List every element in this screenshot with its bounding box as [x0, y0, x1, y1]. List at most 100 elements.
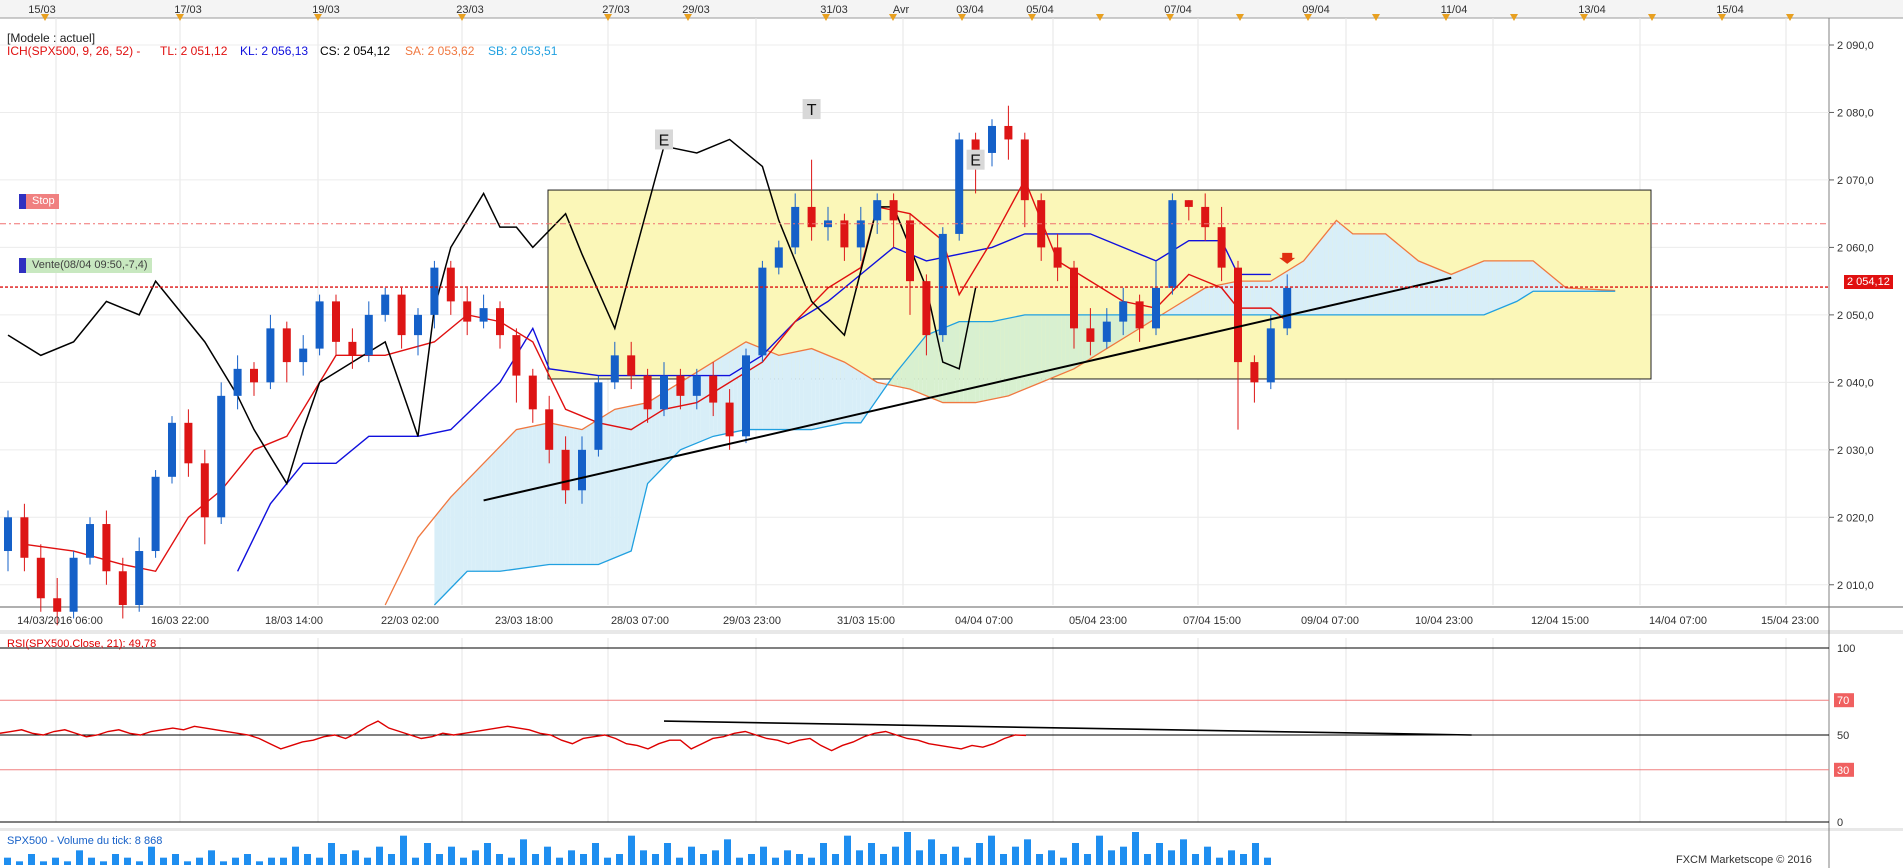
bullish-candle[interactable]: [86, 524, 94, 558]
bullish-candle[interactable]: [69, 557, 78, 612]
bearish-candle[interactable]: [1217, 227, 1226, 268]
bearish-candle[interactable]: [1201, 206, 1210, 228]
bullish-candle[interactable]: [168, 422, 176, 477]
bearish-candle[interactable]: [36, 557, 45, 599]
event-marker: [1580, 14, 1588, 21]
bearish-candle[interactable]: [1020, 139, 1029, 201]
volume-bar: [1024, 839, 1031, 865]
bearish-candle[interactable]: [1086, 328, 1095, 342]
bullish-candle[interactable]: [315, 301, 324, 349]
bullish-candle[interactable]: [1283, 287, 1292, 329]
bearish-candle[interactable]: [102, 524, 111, 572]
volume-bar: [1204, 846, 1211, 865]
bullish-candle[interactable]: [692, 375, 701, 396]
bearish-candle[interactable]: [1053, 247, 1062, 268]
volume-bar: [1084, 854, 1091, 865]
bearish-candle[interactable]: [512, 335, 521, 376]
bullish-candle[interactable]: [988, 125, 996, 153]
bullish-candle[interactable]: [742, 355, 750, 437]
bearish-candle[interactable]: [971, 139, 980, 153]
bearish-candle[interactable]: [709, 375, 718, 403]
bullish-candle[interactable]: [233, 368, 242, 396]
bullish-candle[interactable]: [430, 267, 439, 315]
bearish-candle[interactable]: [676, 375, 685, 396]
bearish-candle[interactable]: [1184, 200, 1193, 207]
bullish-candle[interactable]: [1168, 200, 1177, 288]
bullish-candle[interactable]: [381, 294, 390, 315]
candlesticks[interactable]: [4, 105, 1292, 626]
bullish-candle[interactable]: [758, 267, 767, 356]
bullish-candle[interactable]: [594, 382, 603, 450]
rsi-axis-label: 100: [1837, 643, 1855, 655]
bullish-candle[interactable]: [4, 517, 12, 552]
bullish-candle[interactable]: [578, 449, 586, 491]
bearish-candle[interactable]: [463, 301, 472, 322]
bearish-candle[interactable]: [528, 375, 537, 410]
bullish-candle[interactable]: [1119, 301, 1128, 322]
bearish-candle[interactable]: [53, 598, 62, 612]
bearish-candle[interactable]: [250, 368, 258, 383]
bearish-candle[interactable]: [561, 449, 570, 491]
bullish-candle[interactable]: [791, 206, 800, 248]
bullish-candle[interactable]: [217, 395, 226, 518]
bearish-candle[interactable]: [627, 355, 636, 376]
bearish-candle[interactable]: [446, 267, 455, 302]
bearish-candle[interactable]: [200, 463, 209, 518]
bottom-date-label: 31/03 15:00: [837, 615, 895, 627]
bearish-candle[interactable]: [1004, 125, 1013, 140]
bearish-candle[interactable]: [348, 341, 357, 356]
bullish-cloud-segment: [1176, 303, 1181, 315]
bearish-candle[interactable]: [1250, 362, 1259, 383]
bullish-cloud-segment: [520, 427, 525, 569]
bearish-candle[interactable]: [397, 294, 406, 336]
bottom-date-label: 23/03 18:00: [495, 615, 553, 627]
bearish-candle[interactable]: [1135, 301, 1144, 329]
bullish-cloud-segment: [1553, 277, 1558, 292]
bearish-candle[interactable]: [1070, 267, 1078, 329]
bullish-candle[interactable]: [266, 328, 275, 383]
bullish-candle[interactable]: [660, 375, 668, 410]
bearish-candle[interactable]: [889, 200, 898, 221]
bearish-candle[interactable]: [184, 422, 193, 464]
bearish-candle[interactable]: [496, 308, 504, 336]
bullish-candle[interactable]: [414, 314, 422, 336]
bearish-candle[interactable]: [807, 206, 816, 228]
volume-bar: [580, 854, 587, 865]
bullish-candle[interactable]: [364, 314, 373, 356]
bearish-candle[interactable]: [20, 517, 29, 558]
sell-order-tag[interactable]: Vente(08/04 09:50,-7,4): [19, 258, 152, 273]
bullish-candle[interactable]: [856, 220, 865, 248]
bullish-candle[interactable]: [955, 139, 964, 234]
bearish-candle[interactable]: [1234, 267, 1242, 363]
bearish-candle[interactable]: [643, 375, 652, 410]
bullish-cloud-segment: [1279, 273, 1284, 315]
bullish-candle[interactable]: [1102, 321, 1111, 342]
bearish-candle[interactable]: [282, 328, 291, 363]
bullish-candle[interactable]: [610, 355, 619, 383]
volume-bar: [460, 857, 467, 865]
bullish-cloud-segment: [1561, 284, 1566, 292]
bullish-cloud-segment: [1566, 287, 1571, 292]
bearish-candle[interactable]: [840, 220, 849, 248]
bullish-candle[interactable]: [479, 308, 488, 322]
bullish-candle[interactable]: [774, 247, 783, 268]
bearish-candle[interactable]: [725, 402, 734, 437]
bearish-candle[interactable]: [118, 571, 127, 605]
bullish-cloud-segment: [1299, 260, 1304, 315]
stop-order-tag[interactable]: Stop: [19, 194, 59, 209]
bearish-candle[interactable]: [332, 301, 340, 342]
bearish-candle[interactable]: [545, 409, 554, 450]
bearish-candle[interactable]: [906, 220, 914, 282]
volume-bar: [64, 861, 71, 865]
bullish-candle[interactable]: [938, 233, 947, 336]
bullish-candle[interactable]: [299, 348, 308, 363]
bullish-candle[interactable]: [1266, 328, 1275, 383]
bullish-candle[interactable]: [135, 551, 144, 605]
bullish-cloud-segment: [799, 350, 804, 430]
bearish-candle[interactable]: [922, 281, 931, 336]
bullish-candle[interactable]: [873, 200, 882, 221]
bullish-candle[interactable]: [1152, 287, 1160, 329]
bottom-date-label: 12/04 15:00: [1531, 615, 1589, 627]
bullish-candle[interactable]: [151, 476, 160, 552]
